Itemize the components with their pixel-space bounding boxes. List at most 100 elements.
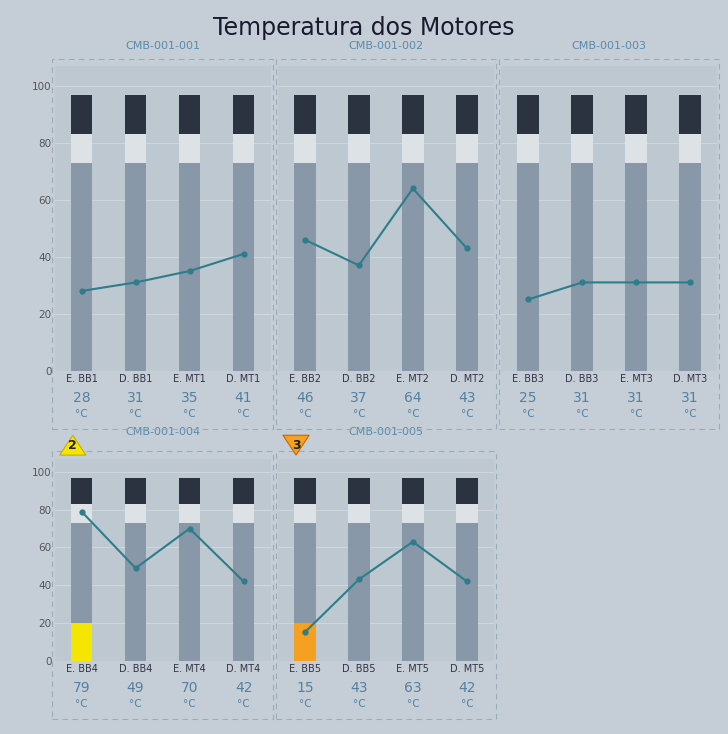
Text: 25: 25	[519, 391, 537, 405]
Bar	[179, 623, 200, 661]
Text: °C: °C	[352, 409, 365, 419]
Bar	[294, 134, 316, 163]
Bar	[124, 163, 146, 313]
Text: °C: °C	[630, 409, 642, 419]
Text: 31: 31	[628, 391, 645, 405]
Text: °C: °C	[237, 409, 250, 419]
Bar	[179, 163, 200, 313]
Text: 42: 42	[235, 681, 253, 695]
Bar	[294, 478, 316, 504]
Text: CMB-001-003: CMB-001-003	[571, 41, 646, 51]
Bar	[679, 95, 701, 134]
Bar	[71, 313, 92, 371]
Text: D. MT4: D. MT4	[226, 664, 261, 675]
Text: D. BB3: D. BB3	[566, 374, 599, 385]
Bar	[179, 95, 200, 134]
Bar	[402, 163, 424, 313]
Bar	[294, 163, 316, 313]
Text: Temperatura dos Motores: Temperatura dos Motores	[213, 16, 515, 40]
Bar	[571, 95, 593, 134]
Text: D. MT5: D. MT5	[450, 664, 484, 675]
Bar	[456, 134, 478, 163]
Text: °C: °C	[75, 409, 88, 419]
Bar	[294, 313, 316, 371]
Bar	[233, 95, 254, 134]
Bar	[456, 504, 478, 523]
Bar	[294, 623, 316, 661]
Text: E. MT1: E. MT1	[173, 374, 206, 385]
Text: E. MT5: E. MT5	[397, 664, 430, 675]
Bar	[679, 134, 701, 163]
Text: °C: °C	[298, 699, 311, 709]
Bar	[294, 504, 316, 523]
Text: 31: 31	[573, 391, 591, 405]
Bar	[233, 504, 254, 523]
Text: CMB-001-001: CMB-001-001	[125, 41, 200, 51]
Bar	[179, 523, 200, 623]
Bar	[625, 95, 647, 134]
Text: D. BB5: D. BB5	[342, 664, 376, 675]
Text: °C: °C	[130, 699, 142, 709]
Bar	[294, 95, 316, 134]
Text: 79: 79	[73, 681, 90, 695]
Bar	[348, 95, 370, 134]
Text: 42: 42	[458, 681, 475, 695]
Bar	[124, 504, 146, 523]
Text: 70: 70	[181, 681, 198, 695]
Text: E. MT2: E. MT2	[397, 374, 430, 385]
Text: °C: °C	[461, 409, 473, 419]
Text: °C: °C	[75, 699, 88, 709]
Text: E. BB4: E. BB4	[66, 664, 98, 675]
Bar	[679, 313, 701, 371]
Text: E. BB2: E. BB2	[289, 374, 321, 385]
Text: °C: °C	[352, 699, 365, 709]
Text: E. BB3: E. BB3	[513, 374, 544, 385]
Text: CMB-001-004: CMB-001-004	[125, 426, 200, 437]
Text: 28: 28	[73, 391, 90, 405]
Bar	[402, 95, 424, 134]
Bar	[456, 95, 478, 134]
Bar	[71, 163, 92, 313]
Text: °C: °C	[406, 409, 419, 419]
Bar	[233, 134, 254, 163]
Bar	[179, 478, 200, 504]
Bar	[518, 95, 539, 134]
Bar	[679, 163, 701, 313]
Bar	[625, 313, 647, 371]
Text: E. BB5: E. BB5	[289, 664, 321, 675]
Text: 31: 31	[681, 391, 699, 405]
Text: E. BB1: E. BB1	[66, 374, 98, 385]
Bar	[233, 523, 254, 623]
Text: 37: 37	[350, 391, 368, 405]
Text: D. MT2: D. MT2	[450, 374, 484, 385]
Bar	[348, 623, 370, 661]
Bar	[456, 313, 478, 371]
Text: 31: 31	[127, 391, 144, 405]
Text: 64: 64	[404, 391, 422, 405]
Bar	[456, 478, 478, 504]
Text: °C: °C	[298, 409, 311, 419]
Bar	[124, 95, 146, 134]
Text: D. BB4: D. BB4	[119, 664, 152, 675]
Bar	[71, 523, 92, 623]
Bar	[348, 523, 370, 623]
Bar	[71, 623, 92, 661]
Text: D. MT3: D. MT3	[673, 374, 707, 385]
Bar	[402, 134, 424, 163]
Bar	[571, 313, 593, 371]
Bar	[348, 313, 370, 371]
Bar	[402, 313, 424, 371]
Bar	[518, 134, 539, 163]
Bar	[71, 95, 92, 134]
Bar	[179, 504, 200, 523]
Bar	[179, 134, 200, 163]
Bar	[124, 134, 146, 163]
Bar	[348, 504, 370, 523]
Text: E. MT4: E. MT4	[173, 664, 206, 675]
Text: CMB-001-002: CMB-001-002	[348, 41, 424, 51]
Bar	[518, 163, 539, 313]
Text: 41: 41	[234, 391, 253, 405]
Text: 43: 43	[458, 391, 475, 405]
Bar	[348, 163, 370, 313]
Bar	[179, 313, 200, 371]
